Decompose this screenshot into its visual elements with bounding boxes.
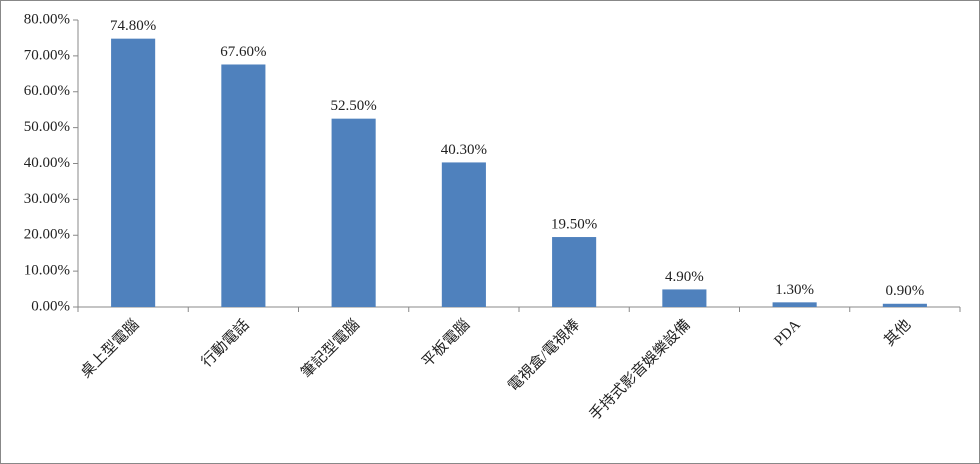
bar <box>882 303 927 307</box>
value-label: 52.50% <box>331 98 377 114</box>
value-label: 40.30% <box>441 142 487 158</box>
y-tick-label: 50.00% <box>24 119 70 135</box>
value-label: 1.30% <box>775 282 814 298</box>
bar <box>552 237 597 307</box>
value-label: 74.80% <box>110 18 156 34</box>
y-tick-label: 70.00% <box>24 47 70 63</box>
y-tick-label: 60.00% <box>24 83 70 99</box>
y-tick-label: 80.00% <box>24 11 70 27</box>
value-label: 67.60% <box>220 44 266 60</box>
y-tick-label: 20.00% <box>24 227 70 243</box>
bar <box>441 162 486 307</box>
value-label: 0.90% <box>886 283 925 299</box>
y-tick-label: 40.00% <box>24 155 70 171</box>
y-tick-label: 10.00% <box>24 263 70 279</box>
y-tick-label: 30.00% <box>24 191 70 207</box>
value-label: 4.90% <box>665 269 704 285</box>
bar <box>221 64 266 307</box>
bar <box>772 302 817 307</box>
bar <box>662 289 707 307</box>
bar <box>111 38 156 307</box>
y-tick-label: 0.00% <box>31 298 70 314</box>
value-label: 19.50% <box>551 216 597 232</box>
bar <box>331 118 376 307</box>
